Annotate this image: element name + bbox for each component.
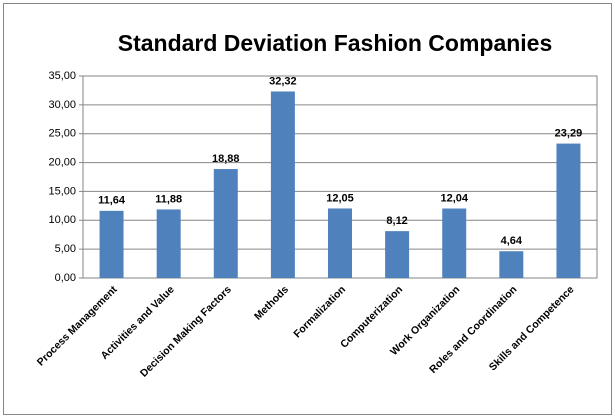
value-label: 32,32 [269, 75, 297, 87]
bar [156, 209, 181, 278]
y-tick-label: 25,00 [48, 128, 76, 140]
y-tick-label: 0,00 [55, 272, 76, 284]
bar [328, 208, 352, 278]
value-label: 23,29 [555, 127, 583, 139]
value-label: 11,88 [155, 193, 182, 205]
value-label: 12,05 [326, 192, 354, 204]
value-label: 11,64 [98, 195, 126, 207]
bar [556, 143, 581, 278]
value-label: 18,88 [212, 153, 240, 165]
y-tick-label: 20,00 [48, 156, 76, 168]
bar [499, 251, 524, 278]
bar [213, 169, 238, 278]
bar [270, 91, 295, 278]
value-label: 8,12 [386, 215, 407, 227]
y-tick-label: 30,00 [48, 99, 76, 111]
chart-border [3, 3, 612, 415]
y-tick-label: 10,00 [48, 214, 76, 226]
y-tick-label: 5,00 [55, 243, 76, 255]
value-label: 12,04 [440, 192, 468, 204]
bar [99, 210, 124, 278]
y-tick-label: 35,00 [48, 70, 76, 82]
chart-title: Standard Deviation Fashion Companies [118, 30, 553, 56]
bar [385, 231, 410, 278]
y-tick-label: 15,00 [48, 185, 76, 197]
bar [442, 208, 467, 278]
value-label: 4,64 [501, 235, 523, 247]
